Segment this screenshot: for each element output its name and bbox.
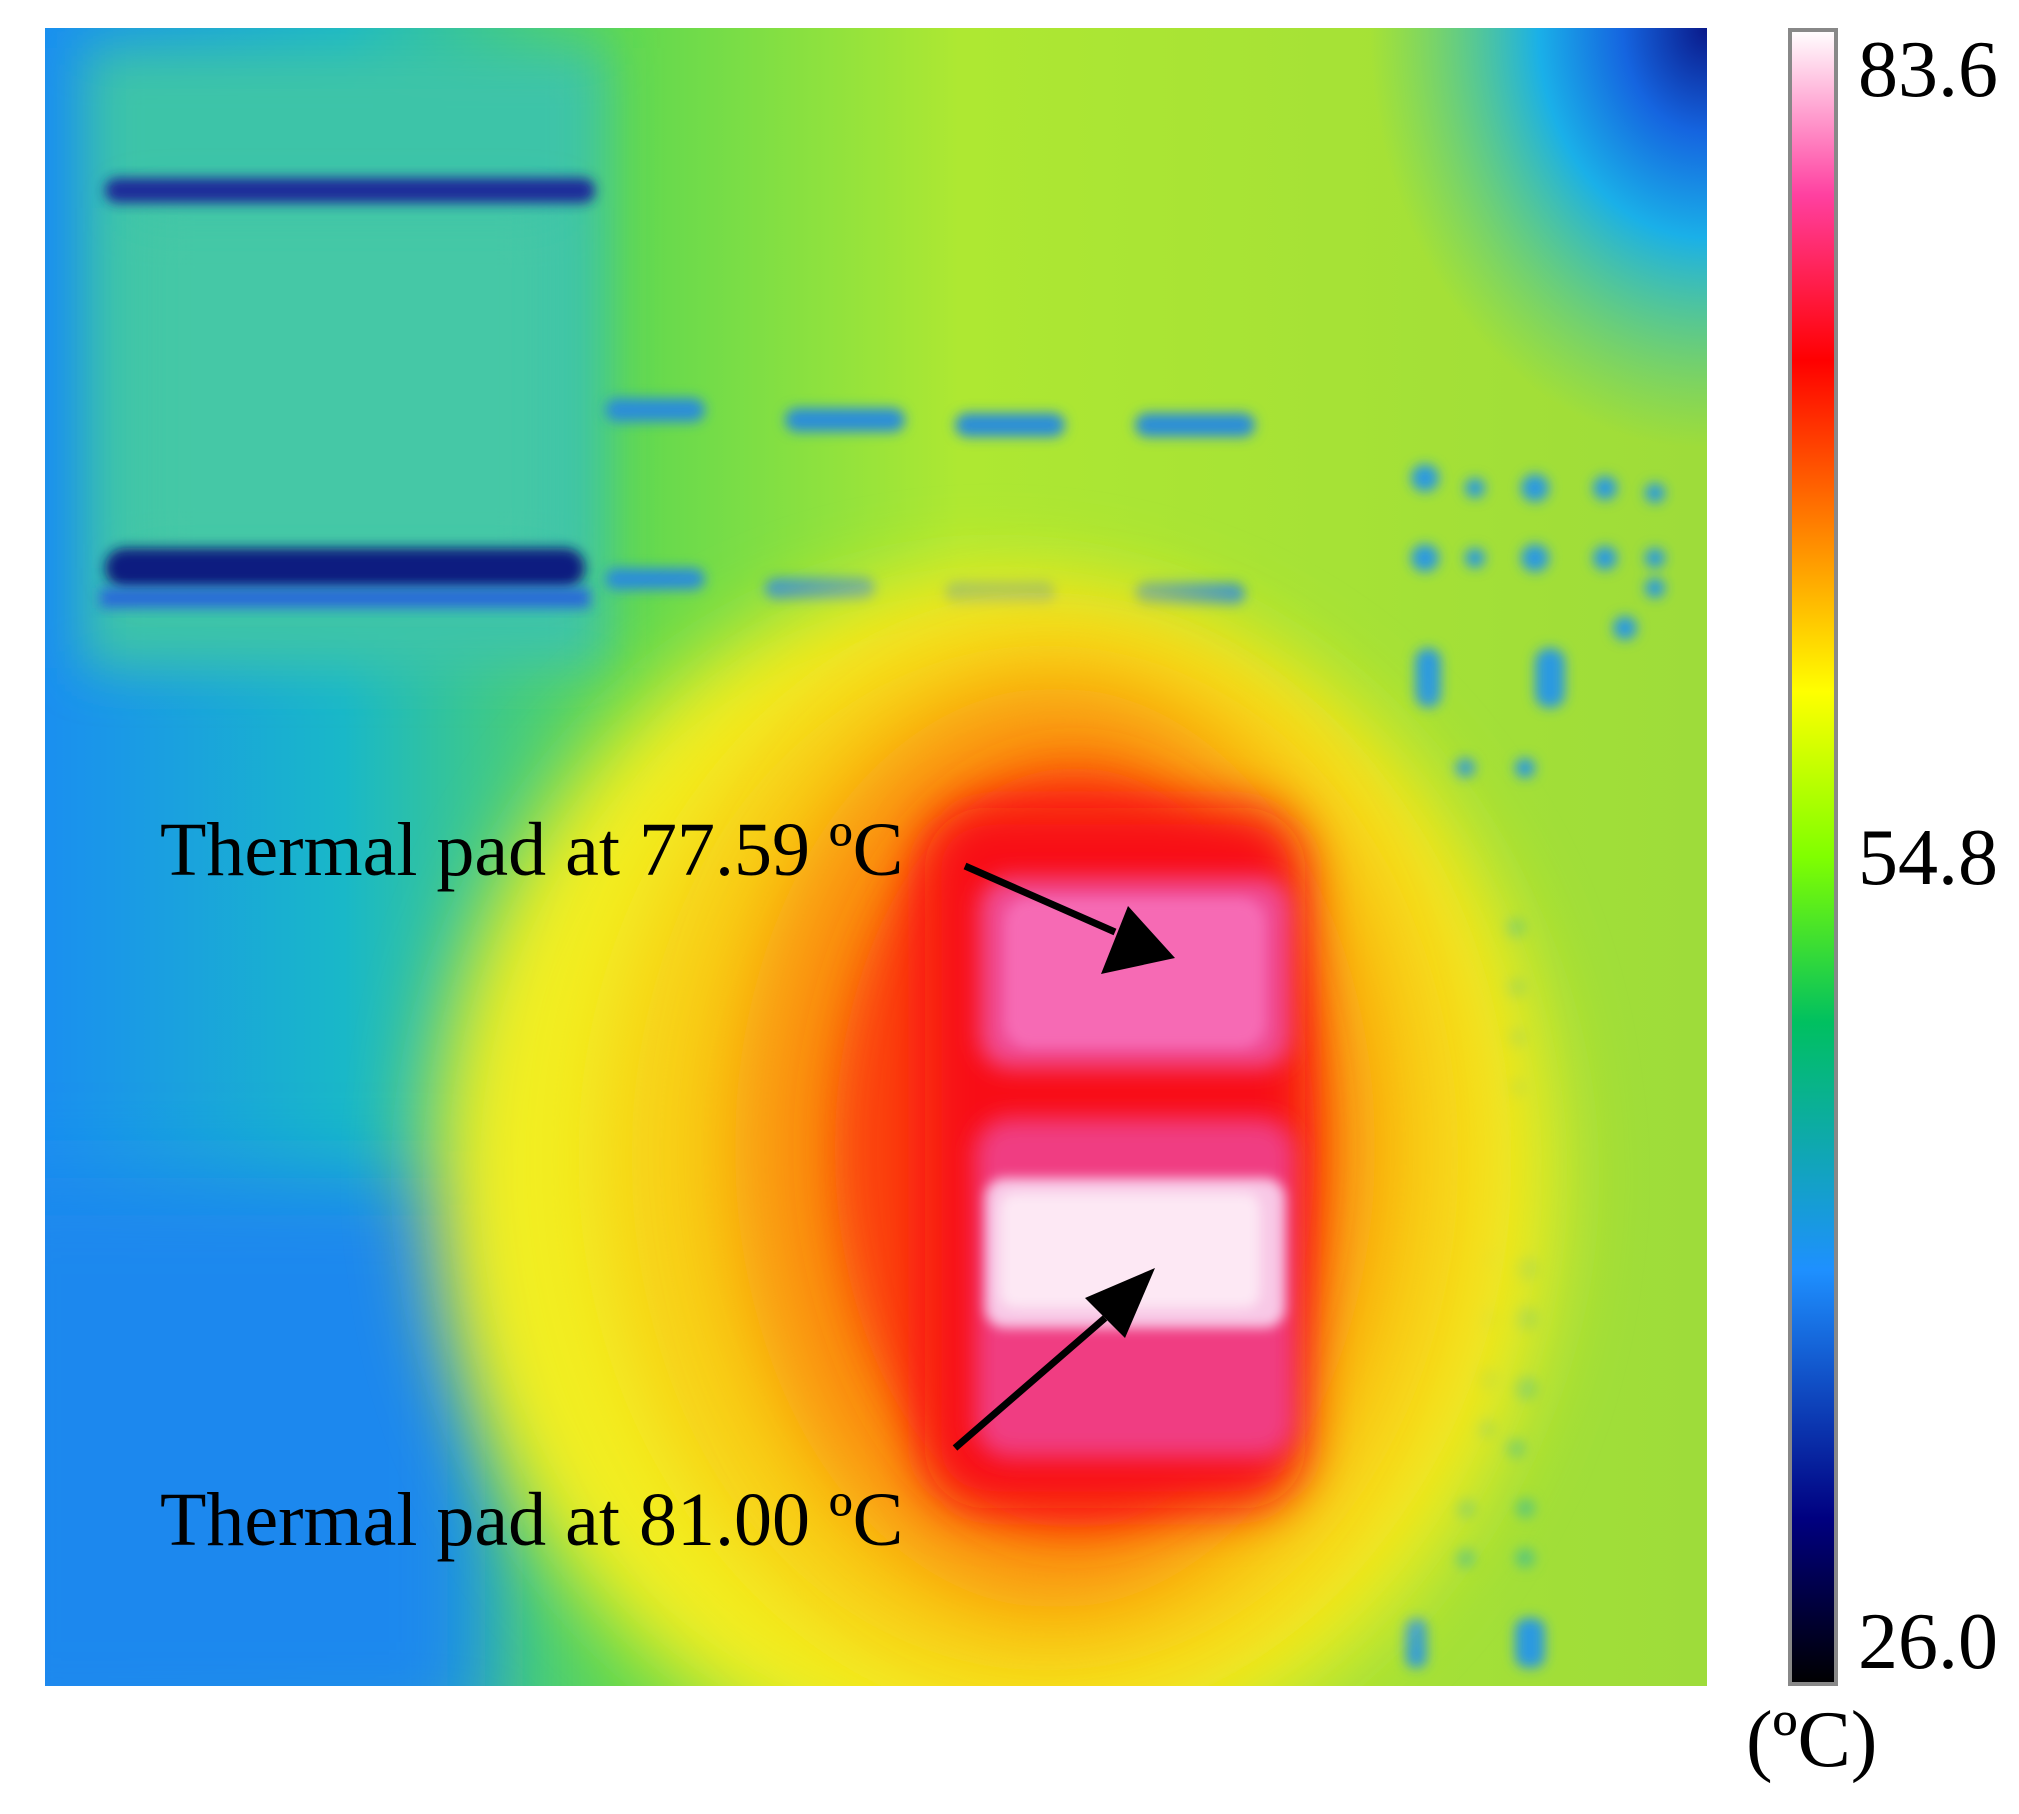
arrow-upper-line xyxy=(963,862,1117,936)
arrow-lower-line xyxy=(952,1315,1108,1451)
annotation-upper-pad: Thermal pad at 77.59 ºC xyxy=(160,808,904,892)
colorbar-unit-label: (ºC) xyxy=(1746,1696,1878,1784)
arrow-lower-head xyxy=(1085,1268,1155,1338)
thermal-image xyxy=(45,28,1707,1686)
annotation-lower-pad: Thermal pad at 81.00 ºC xyxy=(160,1478,904,1562)
colorbar-min-label: 26.0 xyxy=(1858,1598,1998,1686)
colorbar-mid-label: 54.8 xyxy=(1858,814,1998,902)
temperature-colorbar xyxy=(1788,28,1838,1686)
colorbar-max-label: 83.6 xyxy=(1858,26,1998,114)
arrow-upper-head xyxy=(1101,906,1175,974)
